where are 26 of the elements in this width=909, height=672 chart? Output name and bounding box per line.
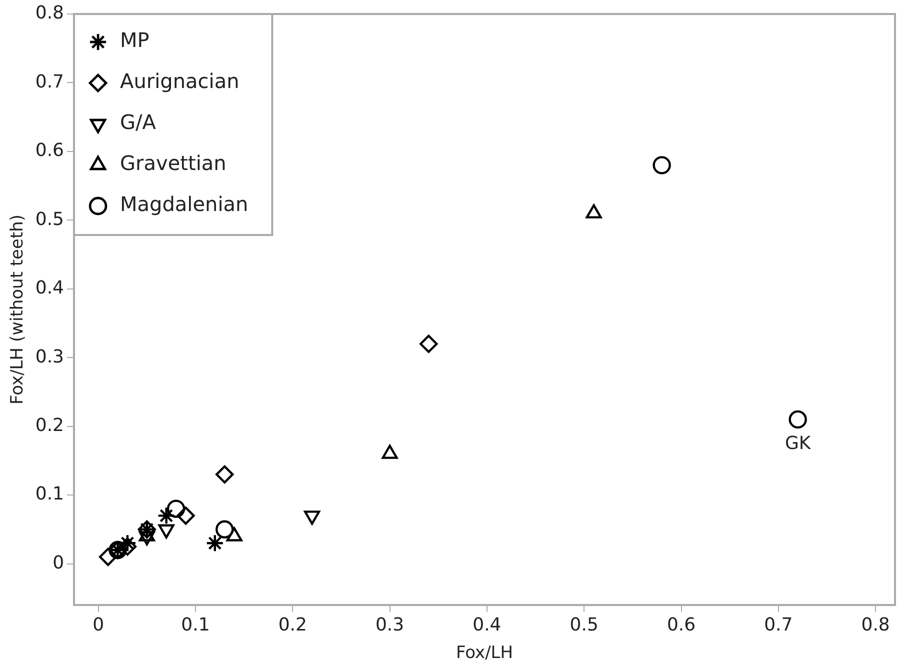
- y-tick-label: 0.2: [35, 414, 64, 436]
- x-tick-label: 0.5: [570, 614, 598, 636]
- x-tick-label: 0.7: [764, 614, 793, 636]
- x-tick-label: 0.3: [375, 614, 404, 636]
- x-tick-label: 0: [92, 614, 104, 636]
- y-tick-label: 0.3: [35, 346, 64, 368]
- legend-label: Aurignacian: [120, 69, 240, 94]
- x-tick-label: 0.1: [181, 614, 210, 636]
- y-axis-title: Fox/LH (without teeth): [8, 214, 28, 405]
- legend-label: G/A: [120, 110, 156, 134]
- annotation: GK: [784, 433, 812, 454]
- y-tick-label: 0.8: [35, 2, 64, 24]
- y-tick-label: 0.4: [35, 278, 64, 299]
- y-tick-label: 0.5: [35, 208, 64, 230]
- x-tick-label: 0.8: [861, 614, 890, 636]
- y-tick-label: 0.6: [35, 140, 64, 162]
- legend-label: MP: [120, 28, 150, 52]
- legend-label: Magdalenian: [120, 192, 248, 216]
- y-tick-label: 0.7: [35, 71, 64, 92]
- y-tick-label: 0.1: [35, 484, 64, 505]
- x-tick-label: 0.4: [472, 614, 502, 636]
- legend-label: Gravettian: [120, 151, 226, 176]
- x-tick-label: 0.6: [666, 614, 696, 636]
- x-tick-label: 0.2: [278, 614, 307, 636]
- x-axis-title: Fox/LH: [456, 643, 514, 664]
- y-tick-label: 0: [52, 552, 64, 574]
